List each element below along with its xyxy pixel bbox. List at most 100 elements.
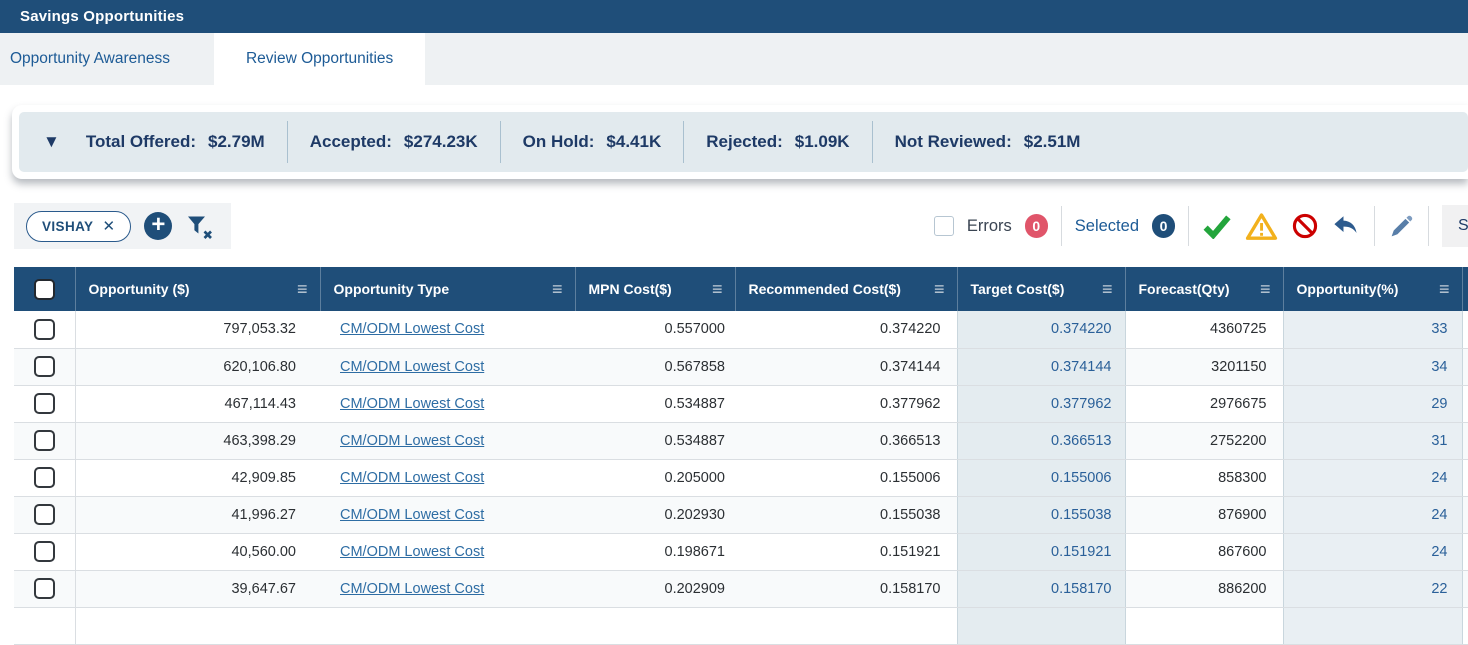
column-menu-icon[interactable]: ≡ [933, 278, 945, 299]
target-cost-value[interactable]: 0.158170 [956, 570, 1126, 608]
stat-label: Not Reviewed: [894, 132, 1012, 151]
row-checkbox[interactable] [33, 393, 55, 414]
opportunity-type-link[interactable]: CM/ODM Lowest Cost [340, 506, 485, 523]
stat-divider [683, 121, 685, 163]
table-row: 40,560.00 CM/ODM Lowest Cost 0.198671 0.… [14, 533, 1468, 571]
stat-rejected: Rejected: $1.09K [684, 132, 871, 152]
stat-value: $274.23K [403, 132, 478, 151]
toolbar-actions: Errors 0 Selected 0 [933, 205, 1468, 247]
row-checkbox[interactable] [33, 356, 55, 377]
opportunity-type-link[interactable]: CM/ODM Lowest Cost [340, 432, 485, 449]
remove-chip-icon[interactable]: ✕ [102, 218, 116, 235]
toolbar-divider [1374, 206, 1375, 246]
target-cost-value[interactable]: 0.155006 [956, 459, 1126, 497]
table-header-row: Opportunity ($) ≡ Opportunity Type ≡ MPN C… [14, 267, 1468, 311]
row-checkbox[interactable] [33, 504, 55, 525]
column-menu-icon[interactable]: ≡ [1101, 278, 1113, 299]
spacer [0, 85, 1468, 105]
column-header: Recommended Cost($) [748, 281, 901, 297]
stat-not-reviewed: Not Reviewed: $2.51M [873, 132, 1103, 152]
recommended-cost-value: 0.155006 [735, 459, 957, 497]
opportunities-table: Opportunity ($) ≡ Opportunity Type ≡ MPN C… [14, 267, 1468, 645]
opportunity-type-link[interactable]: CM/ODM Lowest Cost [340, 321, 485, 338]
reject-block-icon[interactable] [1291, 212, 1319, 240]
opportunity-type-link[interactable]: CM/ODM Lowest Cost [340, 358, 485, 375]
stat-total-offered: Total Offered: $2.79M [64, 132, 287, 152]
stat-value: $1.09K [794, 132, 850, 151]
column-menu-icon[interactable]: ≡ [711, 278, 723, 299]
target-cost-value[interactable]: 0.366513 [956, 422, 1126, 460]
forecast-qty-value: 886200 [1125, 570, 1283, 608]
toolbar-divider [1428, 206, 1429, 246]
forecast-qty-value: 2976675 [1125, 385, 1283, 423]
row-checkbox[interactable] [33, 541, 55, 562]
forecast-qty-value: 858300 [1125, 459, 1283, 497]
target-cost-value[interactable]: 0.374220 [956, 311, 1126, 349]
titlebar: Savings Opportunities [0, 0, 1468, 33]
stat-label: Rejected: [706, 132, 783, 151]
opportunity-pct-value: 24 [1282, 496, 1463, 534]
opportunity-pct-value: 22 [1282, 570, 1463, 608]
table-row: 463,398.29 CM/ODM Lowest Cost 0.534887 0… [14, 422, 1468, 460]
stat-value: $4.41K [606, 132, 662, 151]
row-checkbox[interactable] [33, 430, 55, 451]
undo-arrow-icon[interactable] [1332, 214, 1361, 239]
target-cost-value[interactable]: 0.377962 [956, 385, 1126, 423]
stat-value: $2.51M [1023, 132, 1081, 151]
opportunity-value: 39,647.67 [75, 570, 320, 608]
target-cost-value[interactable]: 0.151921 [956, 533, 1126, 571]
forecast-qty-value: 867600 [1125, 533, 1283, 571]
table-body: 797,053.32 CM/ODM Lowest Cost 0.557000 0… [14, 311, 1468, 608]
selected-label: Selected [1074, 216, 1139, 235]
table-row: 39,647.67 CM/ODM Lowest Cost 0.202909 0.… [14, 570, 1468, 608]
tab-opportunity-awareness[interactable]: Opportunity Awareness [10, 50, 170, 67]
opportunity-pct-value: 24 [1282, 459, 1463, 497]
target-cost-value[interactable]: 0.374144 [956, 348, 1126, 386]
filter-chip-vishay[interactable]: VISHAY ✕ [26, 210, 132, 242]
column-header: Forecast(Qty) [1138, 281, 1230, 297]
recommended-cost-value: 0.377962 [735, 385, 957, 423]
clear-filter-icon[interactable] [185, 213, 215, 240]
opportunity-value: 467,114.43 [75, 385, 320, 423]
column-menu-icon[interactable]: ≡ [551, 278, 563, 299]
toolbar: VISHAY ✕ + Errors 0 Selected 0 [14, 203, 1468, 249]
target-cost-value[interactable]: 0.155038 [956, 496, 1126, 534]
selected-count-badge: 0 [1152, 214, 1175, 238]
table-row: 42,909.85 CM/ODM Lowest Cost 0.205000 0.… [14, 459, 1468, 497]
opportunity-type-link[interactable]: CM/ODM Lowest Cost [340, 395, 485, 412]
column-menu-icon[interactable]: ≡ [1259, 278, 1271, 299]
opportunity-value: 41,996.27 [75, 496, 320, 534]
add-filter-button[interactable]: + [144, 212, 173, 240]
stat-divider [286, 121, 288, 163]
recommended-cost-value: 0.366513 [735, 422, 957, 460]
stat-label: Total Offered: [85, 132, 197, 151]
row-checkbox[interactable] [33, 578, 55, 599]
errors-label: Errors [966, 216, 1012, 235]
opportunity-pct-value: 29 [1282, 385, 1463, 423]
tab-review-opportunities[interactable]: Review Opportunities [213, 33, 426, 85]
recommended-cost-value: 0.158170 [735, 570, 957, 608]
accept-check-icon[interactable] [1202, 213, 1232, 239]
errors-checkbox[interactable] [933, 216, 954, 236]
stat-divider [499, 121, 501, 163]
column-menu-icon[interactable]: ≡ [1438, 278, 1450, 299]
forecast-qty-value: 876900 [1125, 496, 1283, 534]
row-checkbox[interactable] [33, 318, 55, 340]
collapse-triangle-icon[interactable]: ▼ [43, 132, 60, 151]
table-row: 620,106.80 CM/ODM Lowest Cost 0.567858 0… [14, 348, 1468, 386]
edit-pencil-icon[interactable] [1388, 213, 1415, 240]
hold-warning-icon[interactable] [1245, 212, 1278, 241]
row-checkbox[interactable] [33, 467, 55, 488]
stat-label: On Hold: [522, 132, 595, 151]
opportunity-type-link[interactable]: CM/ODM Lowest Cost [340, 580, 485, 597]
tab-strip: Opportunity Awareness Review Opportuniti… [0, 33, 1468, 85]
toolbar-divider [1060, 206, 1062, 246]
recommended-cost-value: 0.151921 [735, 533, 957, 571]
summary-bar: ▼ Total Offered: $2.79M Accepted: $274.2… [19, 112, 1468, 172]
column-header: Opportunity Type [333, 281, 450, 297]
opportunity-type-link[interactable]: CM/ODM Lowest Cost [340, 469, 485, 486]
select-all-checkbox[interactable] [33, 278, 55, 300]
opportunity-type-link[interactable]: CM/ODM Lowest Cost [340, 543, 485, 560]
column-menu-icon[interactable]: ≡ [296, 278, 308, 299]
cutoff-button[interactable]: Se [1442, 205, 1468, 247]
